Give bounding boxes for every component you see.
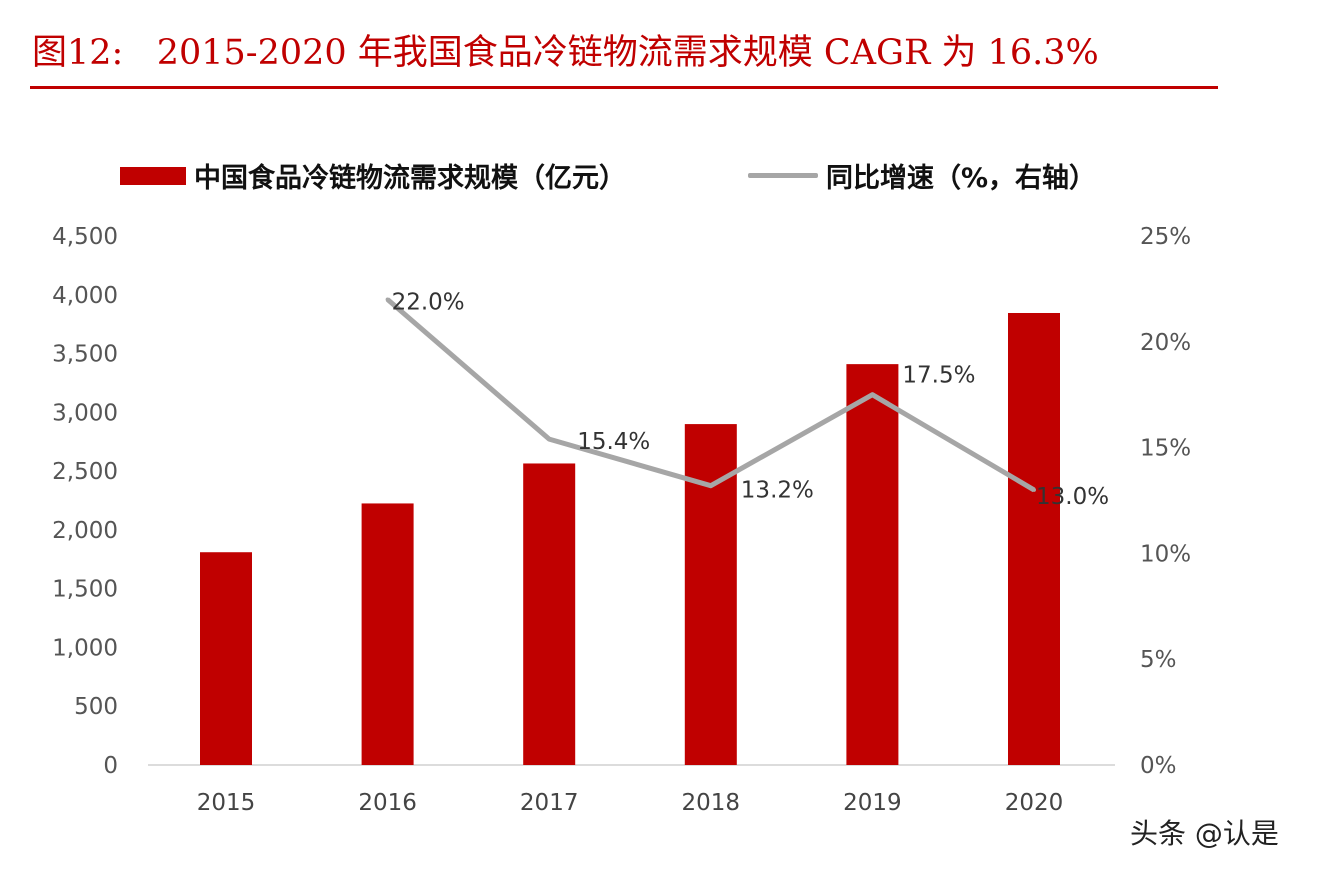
watermark: 头条 @认是 [1130,817,1279,850]
right-tick-label: 25% [1140,224,1191,250]
chart-title: 图12: 2015-2020 年我国食品冷链物流需求规模 CAGR 为 16.3… [32,33,1099,73]
left-tick-label: 1,000 [52,635,118,661]
left-tick-label: 500 [74,694,118,720]
left-tick-label: 0 [103,753,118,779]
x-tick-label: 2017 [520,790,579,816]
right-tick-label: 10% [1140,541,1191,567]
bar-2019 [846,364,899,765]
growth-point-2018 [708,483,713,488]
legend-line: 同比增速（%，右轴） [748,156,1096,195]
legend-bar-label: 中国食品冷链物流需求规模（亿元） [194,163,626,194]
left-tick-label: 3,000 [52,400,118,426]
title-divider [30,86,1218,89]
left-tick-label: 2,000 [52,518,118,544]
bar-2016 [361,503,414,765]
bar-2017 [523,463,576,765]
legend-line-label: 同比增速（%，右轴） [826,163,1097,194]
left-tick-label: 1,500 [52,577,118,603]
growth-data-label: 13.0% [1036,484,1109,510]
x-tick-label: 2020 [1005,790,1064,816]
legend-line-swatch [748,173,818,178]
right-tick-label: 20% [1140,330,1191,356]
growth-data-label: 17.5% [902,363,975,389]
x-tick-label: 2018 [682,790,741,816]
right-tick-label: 5% [1140,647,1177,673]
legend-bar: 中国食品冷链物流需求规模（亿元） [120,156,626,195]
legend-bar-swatch [120,166,186,185]
left-tick-label: 4,000 [52,283,118,309]
left-tick-label: 2,500 [52,459,118,485]
growth-point-2016 [385,297,390,302]
right-tick-label: 0% [1140,753,1177,779]
growth-data-label: 15.4% [577,429,650,455]
bar-2020 [1008,312,1060,765]
growth-point-2020 [1032,487,1036,492]
growth-point-2019 [870,392,875,397]
bar-2015 [200,552,252,765]
x-tick-label: 2016 [358,790,417,816]
growth-data-label: 13.2% [741,478,814,504]
right-tick-label: 15% [1140,436,1191,462]
x-tick-label: 2015 [197,790,256,816]
growth-point-2017 [547,437,552,442]
growth-data-label: 22.0% [392,289,465,315]
x-tick-label: 2019 [843,790,902,816]
left-tick-label: 4,500 [52,224,118,250]
left-tick-label: 3,500 [52,342,118,368]
